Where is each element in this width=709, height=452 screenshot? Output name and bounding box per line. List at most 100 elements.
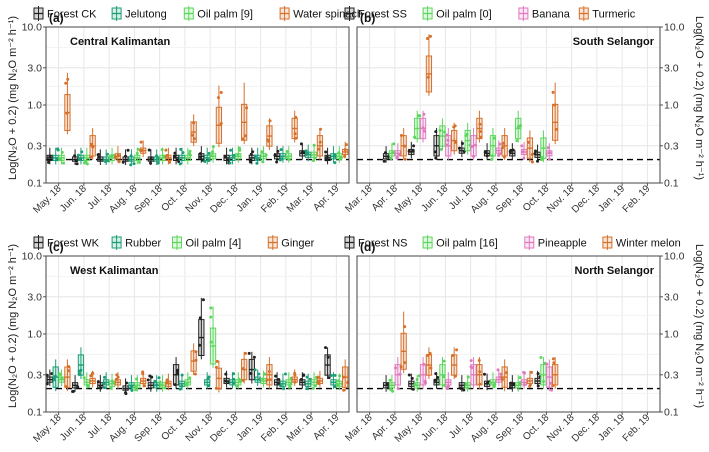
box xyxy=(172,357,180,389)
data-point xyxy=(460,142,464,146)
box xyxy=(330,372,337,389)
x-tick-label: Mar. 18 xyxy=(343,412,375,444)
x-tick-label: Dec. 18 xyxy=(208,412,240,444)
data-point xyxy=(306,151,310,155)
legend-key xyxy=(111,235,122,250)
box xyxy=(464,122,472,155)
box xyxy=(215,85,223,148)
legend-key xyxy=(344,235,355,250)
data-point xyxy=(244,351,248,355)
data-point xyxy=(58,372,62,376)
data-point xyxy=(500,376,504,380)
data-point xyxy=(288,385,292,389)
data-point xyxy=(333,373,337,377)
data-point xyxy=(247,351,251,355)
data-point xyxy=(133,385,137,389)
data-point xyxy=(521,150,525,154)
box xyxy=(394,357,402,391)
data-point xyxy=(317,147,321,151)
data-point xyxy=(79,368,83,372)
box xyxy=(278,146,287,163)
box xyxy=(526,130,534,164)
box xyxy=(153,149,161,166)
data-point xyxy=(411,149,415,153)
legend-label: Oil palm [9] xyxy=(197,9,253,21)
box xyxy=(241,351,248,384)
data-point xyxy=(434,130,438,134)
data-point xyxy=(168,160,172,164)
data-point xyxy=(318,140,322,144)
data-point xyxy=(318,127,322,131)
data-point xyxy=(231,381,235,385)
data-point xyxy=(398,372,402,376)
data-point xyxy=(129,384,133,388)
data-point xyxy=(445,143,449,147)
box xyxy=(235,372,243,389)
legend-label: Rubber xyxy=(125,238,161,250)
data-point xyxy=(442,359,446,363)
data-point xyxy=(215,359,219,363)
data-point xyxy=(214,365,218,369)
data-point xyxy=(549,381,553,385)
data-point xyxy=(317,379,321,383)
data-point xyxy=(219,122,223,126)
panel-border xyxy=(356,255,661,413)
data-point xyxy=(237,377,241,381)
legend-key xyxy=(33,235,44,250)
box xyxy=(253,368,262,387)
y-tick-label: 0.1 xyxy=(664,178,679,190)
legend-label: Water spinach xyxy=(293,9,363,21)
data-point xyxy=(422,112,426,116)
box xyxy=(184,147,192,165)
x-tick-label: Dec. 18 xyxy=(208,183,240,215)
y-tick-label: 1.0 xyxy=(27,329,42,341)
x-tick-label: Sep. 18 xyxy=(494,183,526,215)
data-point xyxy=(439,147,443,151)
data-point xyxy=(327,376,331,380)
data-point xyxy=(279,148,283,152)
data-point xyxy=(180,373,184,377)
data-point xyxy=(520,144,524,148)
box xyxy=(425,34,433,96)
box xyxy=(291,110,298,143)
box xyxy=(178,373,186,391)
data-point xyxy=(252,355,256,359)
box xyxy=(223,370,231,388)
data-point xyxy=(478,382,482,386)
box xyxy=(469,357,477,389)
data-point xyxy=(445,387,449,391)
box xyxy=(153,375,161,392)
box xyxy=(114,372,122,389)
box xyxy=(433,372,440,389)
x-tick-label: Jun. 18 xyxy=(58,412,89,443)
data-point xyxy=(389,387,393,391)
data-point xyxy=(198,343,202,347)
data-point xyxy=(496,368,500,372)
data-point xyxy=(265,378,269,382)
box xyxy=(439,357,447,389)
data-point xyxy=(452,125,456,129)
data-point xyxy=(501,141,505,145)
data-point xyxy=(91,145,95,149)
data-point xyxy=(484,150,488,154)
box xyxy=(291,369,298,387)
box xyxy=(209,306,217,368)
legend: Forest NS Oil palm [16] Pineapple Winter me… xyxy=(344,235,681,250)
data-point xyxy=(125,381,129,385)
data-point xyxy=(478,122,482,126)
data-point xyxy=(124,392,128,396)
data-point xyxy=(335,383,339,387)
data-point xyxy=(60,376,64,380)
data-point xyxy=(293,132,297,136)
data-point xyxy=(102,375,106,379)
data-point xyxy=(548,150,552,154)
data-point xyxy=(545,362,549,366)
x-tick-label: Jun. 18 xyxy=(420,183,451,214)
y-axis-title-right-bottom: Log(N₂O + 0.2) (mg N₂O m⁻² h⁻¹) xyxy=(693,244,705,408)
y-tick-label: 3.0 xyxy=(27,291,42,303)
legend-key xyxy=(602,235,613,250)
y-tick-label: 0.3 xyxy=(664,369,679,381)
box xyxy=(184,372,192,389)
y-tick-label: 0.3 xyxy=(664,140,679,152)
data-point xyxy=(293,380,297,384)
